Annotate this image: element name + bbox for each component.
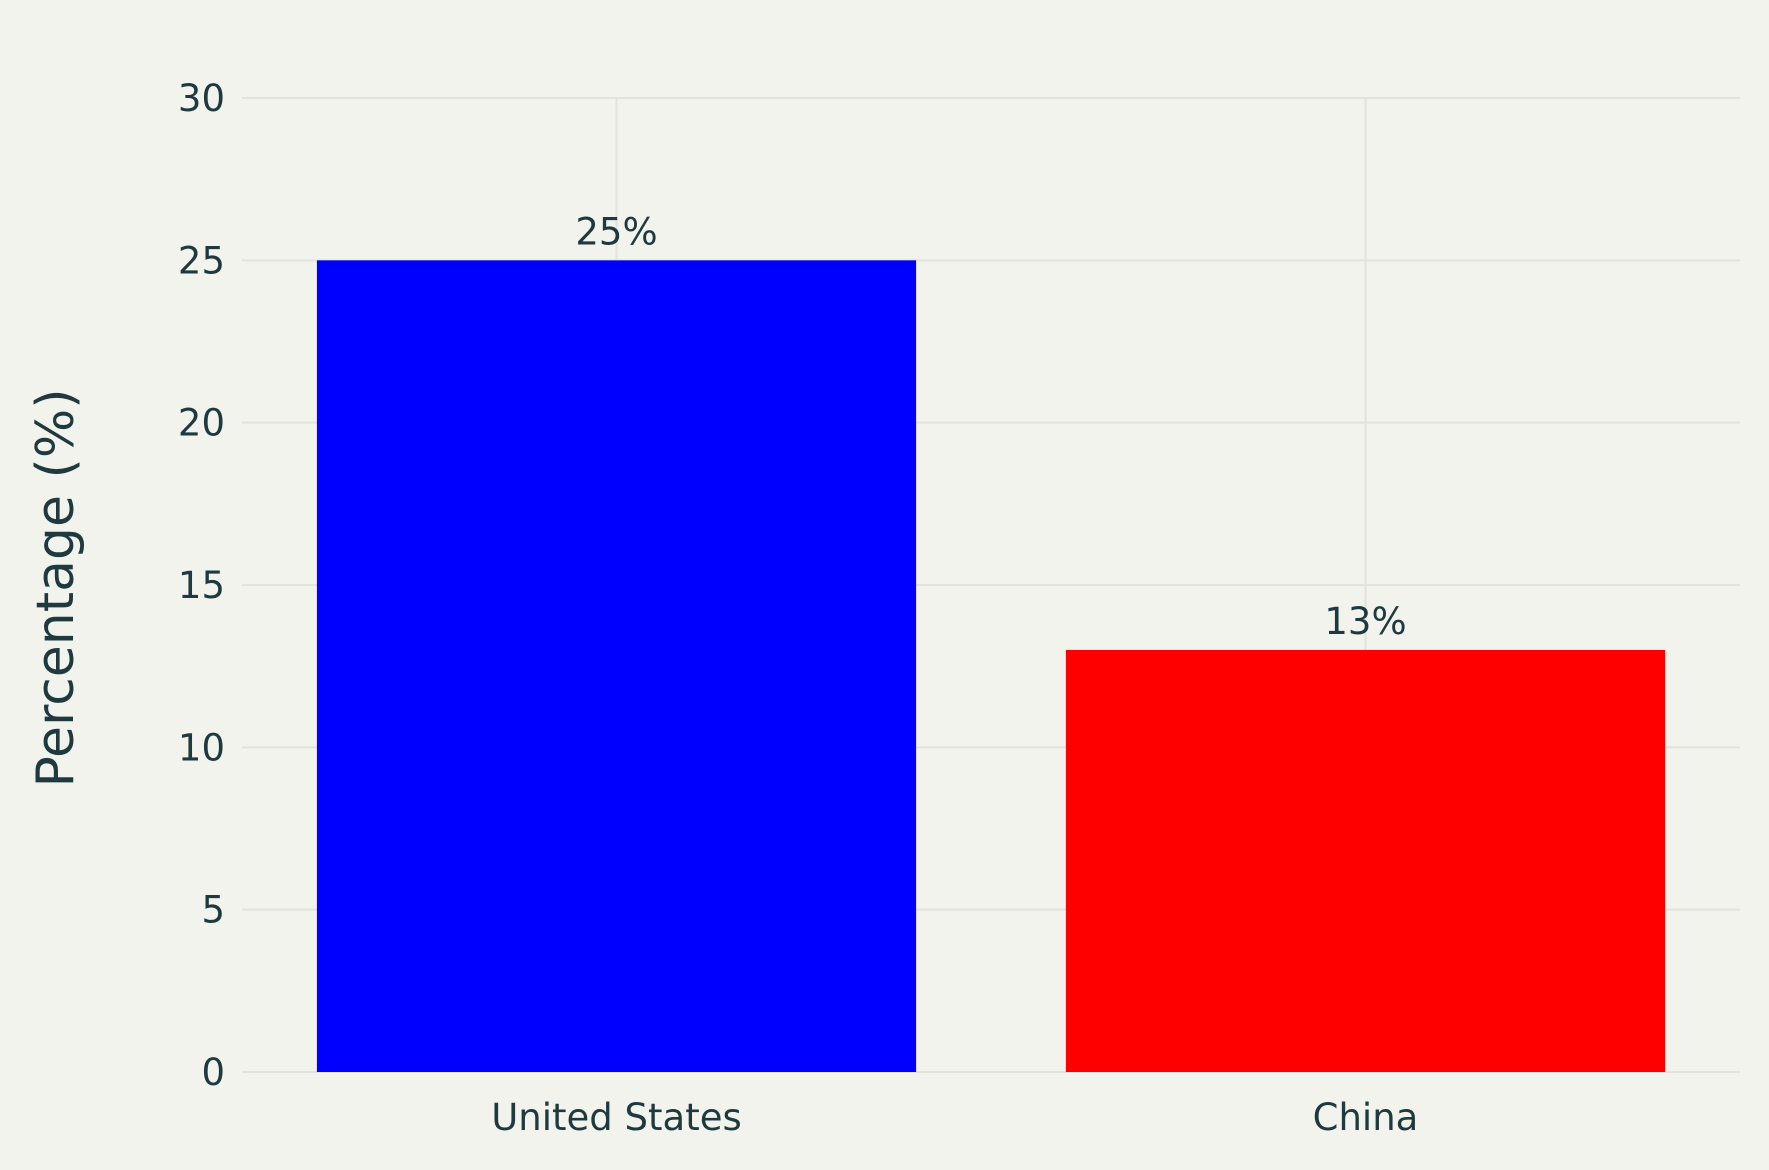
y-tick-label: 30 — [178, 77, 225, 120]
y-tick-label: 0 — [201, 1051, 225, 1094]
bars — [316, 260, 1666, 1072]
bar-china — [1065, 649, 1666, 1072]
data-label: 25% — [575, 210, 657, 253]
x-tick-labels: United States China — [491, 1096, 1418, 1139]
y-tick-label: 20 — [178, 402, 225, 445]
y-tick-label: 25 — [178, 239, 225, 282]
y-axis-title: Percentage (%) — [26, 388, 86, 787]
x-tick-label: United States — [491, 1096, 742, 1139]
data-label: 13% — [1324, 600, 1406, 643]
y-tick-label: 5 — [201, 889, 225, 932]
x-tick-label: China — [1313, 1096, 1419, 1139]
y-tick-labels: 0 5 10 15 20 25 30 — [178, 77, 225, 1094]
bar-united-states — [316, 260, 917, 1072]
data-labels: 25% 13% — [575, 210, 1406, 643]
y-tick-label: 10 — [178, 726, 225, 769]
y-tick-label: 15 — [178, 564, 225, 607]
